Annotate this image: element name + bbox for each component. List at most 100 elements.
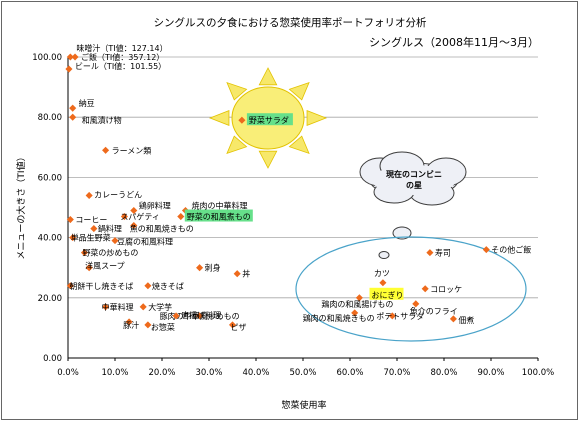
- scatter-point-group: ビール（TI値：101.55）: [65, 61, 166, 73]
- scatter-marker: [85, 264, 93, 272]
- data-points: 味噌汁（TI値：127.14）ご飯（TI値：357.12）ビール（TI値：101…: [65, 43, 531, 332]
- point-label: 鶏肉の和風揚げもの: [321, 299, 393, 309]
- scatter-marker: [421, 285, 429, 293]
- point-label: 野菜の和風煮もの: [187, 212, 251, 222]
- sun-ray: [288, 135, 310, 155]
- scatter-marker: [111, 237, 119, 245]
- x-tick-label: 90.0%: [477, 368, 504, 378]
- point-label: 和風漬け物: [82, 115, 122, 125]
- scatter-point-group: その他ご飯: [482, 245, 531, 255]
- sun-ray: [258, 67, 278, 86]
- point-label: 鶏肉の和風焼きもの: [303, 313, 375, 323]
- point-label: 朝餅干し焼きそば: [69, 281, 133, 291]
- scatter-point-group: 野菜の和風煮もの: [177, 209, 253, 222]
- scatter-point-group: ご飯（TI値：357.12）: [71, 52, 164, 62]
- point-label: 大学芋: [148, 302, 172, 312]
- axis-ticks: 0.00 20.00 40.00 60.00 80.00 100.00 0.0% 10.0% 2…: [32, 53, 554, 378]
- scatter-marker: [351, 309, 359, 317]
- point-label: 寿司: [435, 248, 451, 258]
- scatter-marker: [80, 249, 88, 257]
- point-label: カツ: [374, 269, 390, 278]
- scatter-point-group: 豚汁: [123, 318, 139, 330]
- scatter-point-group: スパゲティ: [120, 212, 160, 222]
- scatter-point-group: 魚の和風焼きもの: [130, 222, 194, 234]
- point-label: ビール（TI値：101.55）: [75, 61, 166, 71]
- scatter-marker: [130, 222, 138, 230]
- point-label: 中華料理: [102, 302, 134, 312]
- scatter-point-group: 単品生野菜: [69, 233, 111, 243]
- scatter-point-group: 豚肉の中華風炒めもの: [160, 311, 240, 321]
- scatter-point-group: おにぎり: [369, 287, 404, 300]
- point-label: 単品生野菜: [71, 233, 111, 243]
- chart-subtitle: シングルス（2008年11月～3月）: [369, 35, 539, 49]
- scatter-point-group: 鶏肉の和風揚げもの: [321, 294, 393, 309]
- scatter-point-group: 寿司: [426, 248, 451, 258]
- y-tick-label: 80.00: [38, 113, 62, 123]
- scatter-marker: [130, 206, 138, 215]
- sun-ray: [306, 109, 328, 127]
- point-label: スパゲティ: [120, 212, 160, 222]
- scatter-point-group: 佃煮: [449, 315, 474, 325]
- cloud-bubble: [392, 226, 412, 240]
- scatter-marker: [69, 113, 77, 121]
- point-label: 鶏卵料理: [139, 201, 171, 211]
- scatter-marker: [196, 264, 204, 272]
- point-label: 納豆: [79, 98, 95, 108]
- cloud-bubble: [378, 251, 390, 259]
- x-axis-label: 惣菜使用率: [281, 399, 326, 411]
- point-label: 洋風スープ: [85, 261, 125, 271]
- scatter-point-group: ポテトサラダ: [376, 311, 424, 321]
- y-tick-label: 60.00: [38, 173, 62, 183]
- scatter-marker: [69, 234, 77, 242]
- x-tick-label: 50.0%: [289, 368, 316, 378]
- scatter-point-group: 和風漬け物: [69, 113, 122, 125]
- sun-ray: [226, 81, 248, 101]
- y-tick-label: 100.00: [32, 53, 62, 63]
- scatter-marker: [196, 312, 204, 320]
- scatter-point-group: コーヒー: [66, 216, 107, 225]
- point-label: カレーうどん: [94, 190, 142, 199]
- scatter-marker: [66, 282, 74, 290]
- scatter-point-group: 豆腐の和風料理: [111, 237, 173, 247]
- highlight-box: [246, 113, 293, 126]
- x-tick-label: 10.0%: [101, 368, 128, 378]
- point-label: 唐揚げ料理: [181, 310, 221, 320]
- scatter-point-group: お惣菜: [144, 321, 175, 332]
- scatter-marker: [85, 191, 93, 199]
- y-tick-label: 0.00: [43, 354, 62, 364]
- scatter-point-group: 野菜サラダ: [238, 113, 293, 126]
- x-tick-label: 30.0%: [195, 368, 222, 378]
- scatter-point-group: 野菜の炒めもの: [80, 248, 138, 258]
- cloud-core: [372, 165, 456, 195]
- scatter-point-group: コロッケ: [421, 285, 462, 294]
- point-label: 豚肉の中華風炒めもの: [160, 311, 240, 321]
- scatter-marker: [412, 300, 420, 308]
- scatter-marker: [120, 212, 128, 221]
- cloud-icon: 現在のコンビニの星: [359, 151, 467, 259]
- scatter-point-group: カレーうどん: [85, 190, 142, 199]
- point-label: ポテトサラダ: [376, 311, 424, 321]
- point-label: コロッケ: [430, 285, 462, 294]
- scatter-marker: [65, 65, 73, 73]
- scatter-marker: [69, 104, 77, 112]
- scatter-marker: [482, 246, 490, 254]
- x-tick-label: 80.0%: [430, 368, 457, 378]
- scatter-marker: [238, 116, 246, 124]
- highlight-box: [184, 209, 253, 222]
- scatter-marker: [449, 315, 457, 323]
- point-label: 豚汁: [123, 320, 139, 330]
- scatter-point-group: 鶏肉の和風焼きもの: [303, 309, 375, 323]
- point-label: 野菜の炒めもの: [82, 248, 138, 258]
- scatter-marker: [177, 212, 185, 221]
- point-label: 焼肉の中華料理: [192, 201, 248, 211]
- x-tick-label: 20.0%: [148, 368, 175, 378]
- scatter-marker: [66, 216, 74, 224]
- point-label: お惣菜: [151, 322, 175, 332]
- scatter-point-group: 魚介のフライ: [410, 300, 458, 316]
- point-label: 魚介のフライ: [410, 306, 458, 316]
- point-label: その他ご飯: [491, 245, 531, 255]
- scatter-marker: [228, 321, 237, 329]
- scatter-marker: [139, 303, 147, 311]
- x-tick-label: 40.0%: [242, 368, 269, 378]
